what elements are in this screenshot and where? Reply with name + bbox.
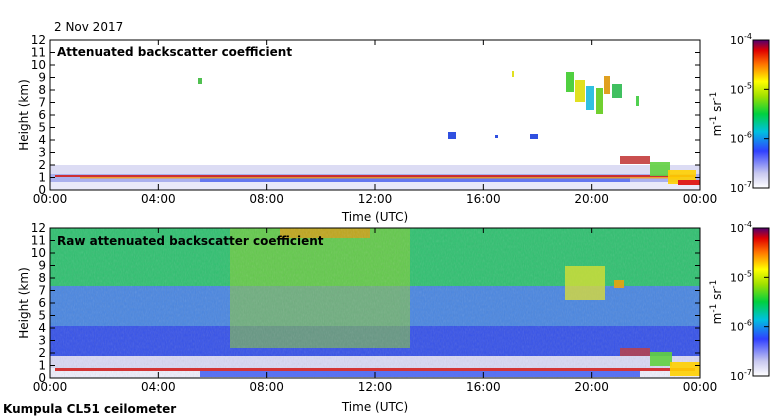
top-y-tick-label: 10: [31, 58, 46, 72]
top-y-tick-label: 2: [38, 158, 46, 172]
bottom-y-tick-label: 10: [31, 246, 46, 260]
top-x-tick-label: 00:00: [33, 192, 68, 206]
bottom-colorbar-tick-label: 10-4: [730, 220, 752, 235]
top-colorbar-unit: m-1 sr-1: [709, 92, 724, 137]
bottom-y-tick-label: 3: [38, 334, 46, 348]
bottom-x-axis-label: Time (UTC): [341, 400, 408, 414]
date-label: 2 Nov 2017: [54, 20, 123, 34]
top-x-tick-label: 12:00: [358, 192, 393, 206]
bottom-y-axis-label: Height (km): [17, 267, 31, 338]
bottom-colorbar-ticks: 10-4 10-5 10-6 10-7: [730, 220, 769, 383]
bottom-colorbar-gradient: [752, 227, 770, 377]
footer-label: Kumpula CL51 ceilometer: [3, 402, 176, 416]
top-x-tick-label: 16:00: [466, 192, 501, 206]
top-y-tick-label: 5: [38, 121, 46, 135]
bottom-y-tick-label: 6: [38, 296, 46, 310]
bottom-x-tick-label: 12:00: [358, 380, 393, 394]
top-panel-title: Attenuated backscatter coefficient: [57, 45, 292, 59]
top-x-axis-label: Time (UTC): [341, 210, 408, 224]
top-x-tick-label: 08:00: [249, 192, 284, 206]
bottom-panel: Raw attenuated backscatter coefficient 0…: [17, 221, 717, 414]
bottom-y-tick-label: 2: [38, 346, 46, 360]
bottom-x-tick-label: 00:00: [683, 380, 718, 394]
top-y-axis-label: Height (km): [17, 79, 31, 150]
top-x-tick-label: 00:00: [683, 192, 718, 206]
bottom-y-tick-label: 7: [38, 284, 46, 298]
bottom-colorbar: 10-4 10-5 10-6 10-7 m-1 sr-1: [709, 220, 770, 383]
bottom-y-tick-label: 4: [38, 321, 46, 335]
bottom-x-tick-label: 08:00: [249, 380, 284, 394]
bottom-x-tick-label: 16:00: [466, 380, 501, 394]
top-y-tick-label: 12: [31, 33, 46, 47]
top-y-tick-label: 1: [38, 171, 46, 185]
bottom-colorbar-unit: m-1 sr-1: [709, 280, 724, 325]
bottom-colorbar-tick-label: 10-5: [730, 269, 752, 284]
top-y-tick-label: 7: [38, 96, 46, 110]
top-panel: Attenuated backscatter coefficient 01234…: [17, 33, 717, 224]
top-y-tick-label: 9: [38, 71, 46, 85]
top-x-axis: 00:00 04:00 08:00 12:00 16:00 20:00 00:00: [33, 40, 718, 206]
top-y-tick-label: 0: [38, 183, 46, 197]
bottom-x-tick-label: 04:00: [141, 380, 176, 394]
bottom-y-tick-label: 1: [38, 359, 46, 373]
top-colorbar-tick-label: 10-7: [730, 180, 752, 195]
top-colorbar-tick-label: 10-5: [730, 81, 752, 96]
top-colorbar-ticks: 10-4 10-5 10-6 10-7: [730, 32, 769, 195]
bottom-colorbar-tick-label: 10-7: [730, 368, 752, 383]
bottom-x-tick-label: 20:00: [574, 380, 609, 394]
top-y-tick-label: 3: [38, 146, 46, 160]
top-colorbar-tick-label: 10-4: [730, 32, 752, 47]
top-colorbar-gradient: [752, 39, 770, 189]
top-colorbar: 10-4 10-5 10-6 10-7 m-1 sr-1: [709, 32, 770, 195]
top-x-tick-label: 20:00: [574, 192, 609, 206]
bottom-y-tick-label: 0: [38, 371, 46, 385]
bottom-x-axis: 00:00 04:00 08:00 12:00 16:00 20:00 00:00: [33, 228, 718, 394]
top-colorbar-tick-label: 10-6: [730, 131, 752, 146]
bottom-x-tick-label: 00:00: [33, 380, 68, 394]
top-y-tick-label: 11: [31, 46, 46, 60]
bottom-y-tick-label: 9: [38, 259, 46, 273]
bottom-panel-title: Raw attenuated backscatter coefficient: [57, 234, 324, 248]
bottom-backscatter-image: [50, 228, 700, 378]
top-x-tick-label: 04:00: [141, 192, 176, 206]
bottom-y-tick-label: 5: [38, 309, 46, 323]
bottom-colorbar-tick-label: 10-6: [730, 319, 752, 334]
top-y-tick-label: 8: [38, 83, 46, 97]
bottom-y-tick-label: 12: [31, 221, 46, 235]
bottom-y-tick-label: 11: [31, 234, 46, 248]
top-y-tick-label: 6: [38, 108, 46, 122]
bottom-y-tick-label: 8: [38, 271, 46, 285]
top-y-tick-label: 4: [38, 133, 46, 147]
